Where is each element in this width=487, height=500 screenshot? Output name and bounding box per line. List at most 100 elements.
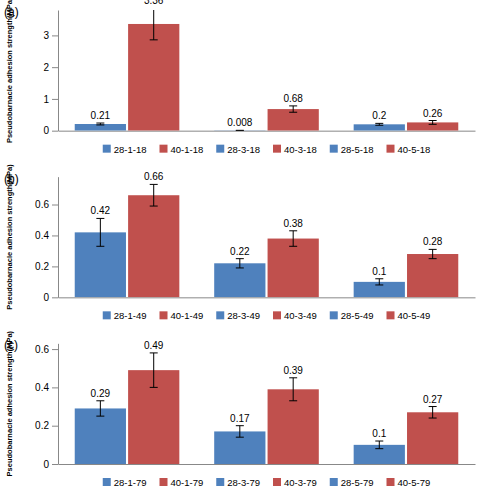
- y-tick: 3: [43, 30, 58, 41]
- plot-area: [75, 10, 459, 131]
- data-label: 0.39: [283, 365, 303, 376]
- error-bar-path: [96, 123, 104, 125]
- error-bar: [375, 279, 383, 285]
- panel: (a)0123Pseudobarnacle adhesion strength(…: [4, 0, 476, 155]
- y-tick-label: 0.2: [35, 420, 49, 431]
- y-tick: 0.4: [35, 230, 58, 241]
- error-bar-path: [150, 10, 158, 40]
- legend-item: 28-3-49: [216, 310, 260, 321]
- legend-item: 40-5-18: [387, 144, 431, 155]
- legend-swatch: [216, 311, 224, 319]
- legend-item: 40-3-79: [273, 477, 317, 488]
- legend-item: 28-5-79: [330, 477, 374, 488]
- panel: (c)00.20.40.6Pseudobarnacle adhesion str…: [4, 330, 476, 488]
- error-bar-path: [96, 218, 104, 246]
- data-label: 0.26: [423, 108, 443, 119]
- error-bar: [96, 123, 104, 125]
- y-axis-line: [58, 344, 59, 465]
- y-tick-label: 1: [43, 94, 49, 105]
- legend-item: 40-3-49: [273, 310, 317, 321]
- legend: 28-1-1840-1-1828-3-1840-3-1828-5-1840-5-…: [103, 144, 431, 155]
- y-axis-line: [58, 11, 59, 132]
- y-tick-mark: [52, 235, 58, 236]
- y-tick-label: 0.4: [35, 230, 49, 241]
- plot-area: [75, 184, 459, 297]
- y-tick-mark: [52, 349, 58, 350]
- y-tick: 0.2: [35, 420, 58, 431]
- y-axis: 00.20.40.6: [35, 344, 58, 470]
- data-label: 0.29: [91, 388, 111, 399]
- data-labels: 0.290.490.170.390.10.27: [91, 340, 443, 439]
- y-axis-title: Pseudobarnacle adhesion strength(MPa): [5, 330, 14, 476]
- data-label: 0.38: [283, 218, 303, 229]
- x-axis-line: [59, 464, 476, 465]
- data-label: 0.68: [283, 93, 303, 104]
- y-axis: 00.20.40.6: [35, 177, 58, 303]
- error-bar: [150, 10, 158, 40]
- legend-label: 28-3-79: [227, 477, 260, 488]
- y-tick-label: 3: [43, 30, 49, 41]
- y-tick: 0: [43, 125, 58, 136]
- y-tick-mark: [52, 464, 58, 465]
- legend-label: 28-1-18: [114, 144, 147, 155]
- bar: [407, 254, 458, 297]
- bar: [407, 412, 458, 464]
- y-tick: 0.6: [35, 199, 58, 210]
- data-label: 0.22: [230, 246, 250, 257]
- legend-item: 28-3-79: [216, 477, 260, 488]
- bar: [75, 408, 126, 464]
- y-tick-mark: [52, 99, 58, 100]
- legend-swatch: [273, 311, 281, 319]
- error-bar: [150, 184, 158, 206]
- y-tick: 2: [43, 62, 58, 73]
- error-bar: [429, 249, 437, 258]
- bar: [354, 124, 405, 130]
- data-label: 0.66: [144, 171, 164, 182]
- data-label: 0.2: [372, 110, 386, 121]
- legend-item: 40-1-18: [160, 144, 204, 155]
- legend-swatch: [387, 145, 395, 153]
- legend-label: 40-1-49: [171, 310, 204, 321]
- legend-item: 28-5-49: [330, 310, 374, 321]
- error-bar-path: [375, 123, 383, 125]
- y-tick-mark: [52, 131, 58, 132]
- plot-area: [75, 353, 459, 464]
- y-tick-label: 2: [43, 62, 49, 73]
- legend-label: 28-3-18: [227, 144, 260, 155]
- data-labels: 0.42 0.66 0.22 0.38 0.1 0.28: [91, 171, 443, 276]
- error-bar-path: [289, 106, 297, 112]
- error-bar: [96, 401, 104, 416]
- error-bar-path: [236, 259, 244, 268]
- error-bar-path: [150, 353, 158, 387]
- figure: (a)0123Pseudobarnacle adhesion strength(…: [0, 0, 487, 500]
- legend-item: 28-1-79: [103, 477, 147, 488]
- error-bar: [429, 121, 437, 125]
- error-bar: [375, 123, 383, 125]
- data-label: 0.42: [91, 205, 111, 216]
- error-bar: [289, 106, 297, 112]
- error-bar-path: [236, 426, 244, 437]
- error-bar: [289, 231, 297, 246]
- y-axis: 0 1 2 3: [43, 11, 58, 137]
- legend-swatch: [103, 145, 111, 153]
- legend: 28-1-7940-1-7928-3-7940-3-7928-5-7940-5-…: [103, 477, 431, 488]
- data-label: 0.1: [372, 266, 386, 277]
- error-bar-path: [96, 401, 104, 416]
- data-label: 0.28: [423, 236, 443, 247]
- error-bar-path: [429, 249, 437, 258]
- data-label: 0.21: [91, 110, 111, 121]
- y-tick-label: 0.6: [35, 344, 49, 355]
- x-axis-line: [59, 297, 476, 298]
- error-bar-path: [429, 121, 437, 125]
- legend-swatch: [160, 311, 168, 319]
- x-axis-line: [59, 131, 476, 132]
- error-bar: [236, 130, 244, 131]
- legend-swatch: [216, 145, 224, 153]
- y-tick-label: 0: [43, 459, 49, 470]
- error-bar: [96, 218, 104, 246]
- legend-swatch: [103, 311, 111, 319]
- bar: [268, 239, 319, 298]
- y-tick: 1: [43, 94, 58, 105]
- y-tick-mark: [52, 426, 58, 427]
- data-label: 0.49: [144, 340, 164, 351]
